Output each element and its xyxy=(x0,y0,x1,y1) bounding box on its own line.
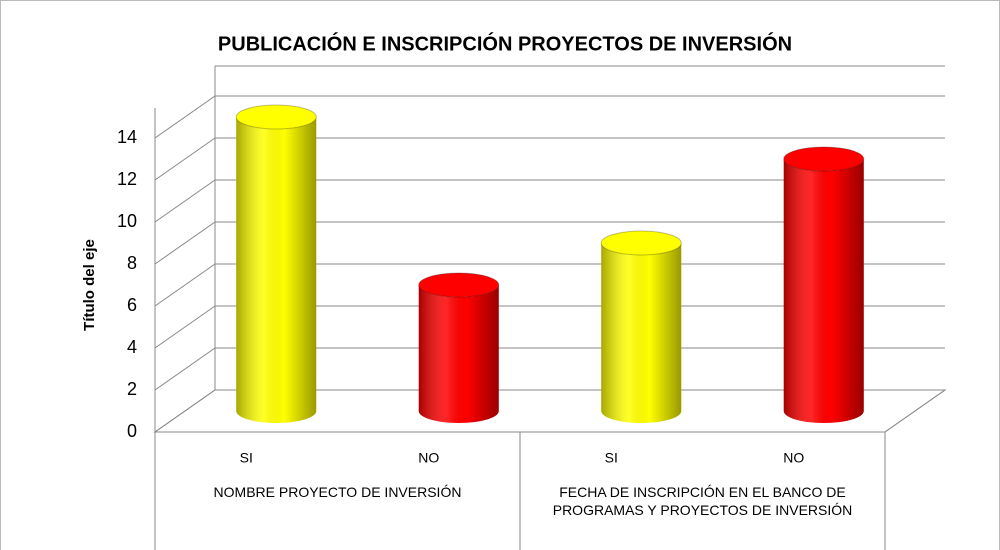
bar-top xyxy=(783,146,865,172)
group-label: NOMBRE PROYECTO DE INVERSIÓN xyxy=(213,484,462,500)
bar-shade xyxy=(418,285,499,423)
chart-title: PUBLICACIÓN E INSCRIPCIÓN PROYECTOS DE I… xyxy=(218,31,792,55)
y-tick-label: 2 xyxy=(127,379,137,399)
grid-line xyxy=(154,95,216,139)
bar-shade xyxy=(601,243,682,423)
x-tick-label: NO xyxy=(418,450,439,466)
y-tick-label: 12 xyxy=(117,169,137,189)
bar-shade xyxy=(783,159,864,423)
grid-line xyxy=(154,179,216,223)
y-axis-title: Título del eje xyxy=(81,239,98,331)
x-tick-label: SI xyxy=(240,450,253,466)
bar-top xyxy=(418,272,500,298)
grid-line xyxy=(154,221,216,265)
bar-top xyxy=(235,104,317,130)
y-tick-label: 10 xyxy=(117,211,137,231)
group-label: FECHA DE INSCRIPCIÓN EN EL BANCO DE PROG… xyxy=(552,484,853,518)
floor-right xyxy=(884,389,946,433)
x-tick-label: SI xyxy=(605,450,618,466)
grid-line xyxy=(154,305,216,349)
bar-shade xyxy=(236,117,317,423)
y-tick-label: 6 xyxy=(127,295,137,315)
grid-line xyxy=(154,347,216,391)
grid-line xyxy=(154,263,216,307)
y-tick-label: 0 xyxy=(127,421,137,441)
bar-top xyxy=(600,230,682,256)
x-tick-label: NO xyxy=(783,450,804,466)
y-tick-label: 14 xyxy=(117,127,137,147)
y-tick-label: 8 xyxy=(127,253,137,273)
y-tick-label: 4 xyxy=(127,337,137,357)
grid-line xyxy=(154,137,216,181)
